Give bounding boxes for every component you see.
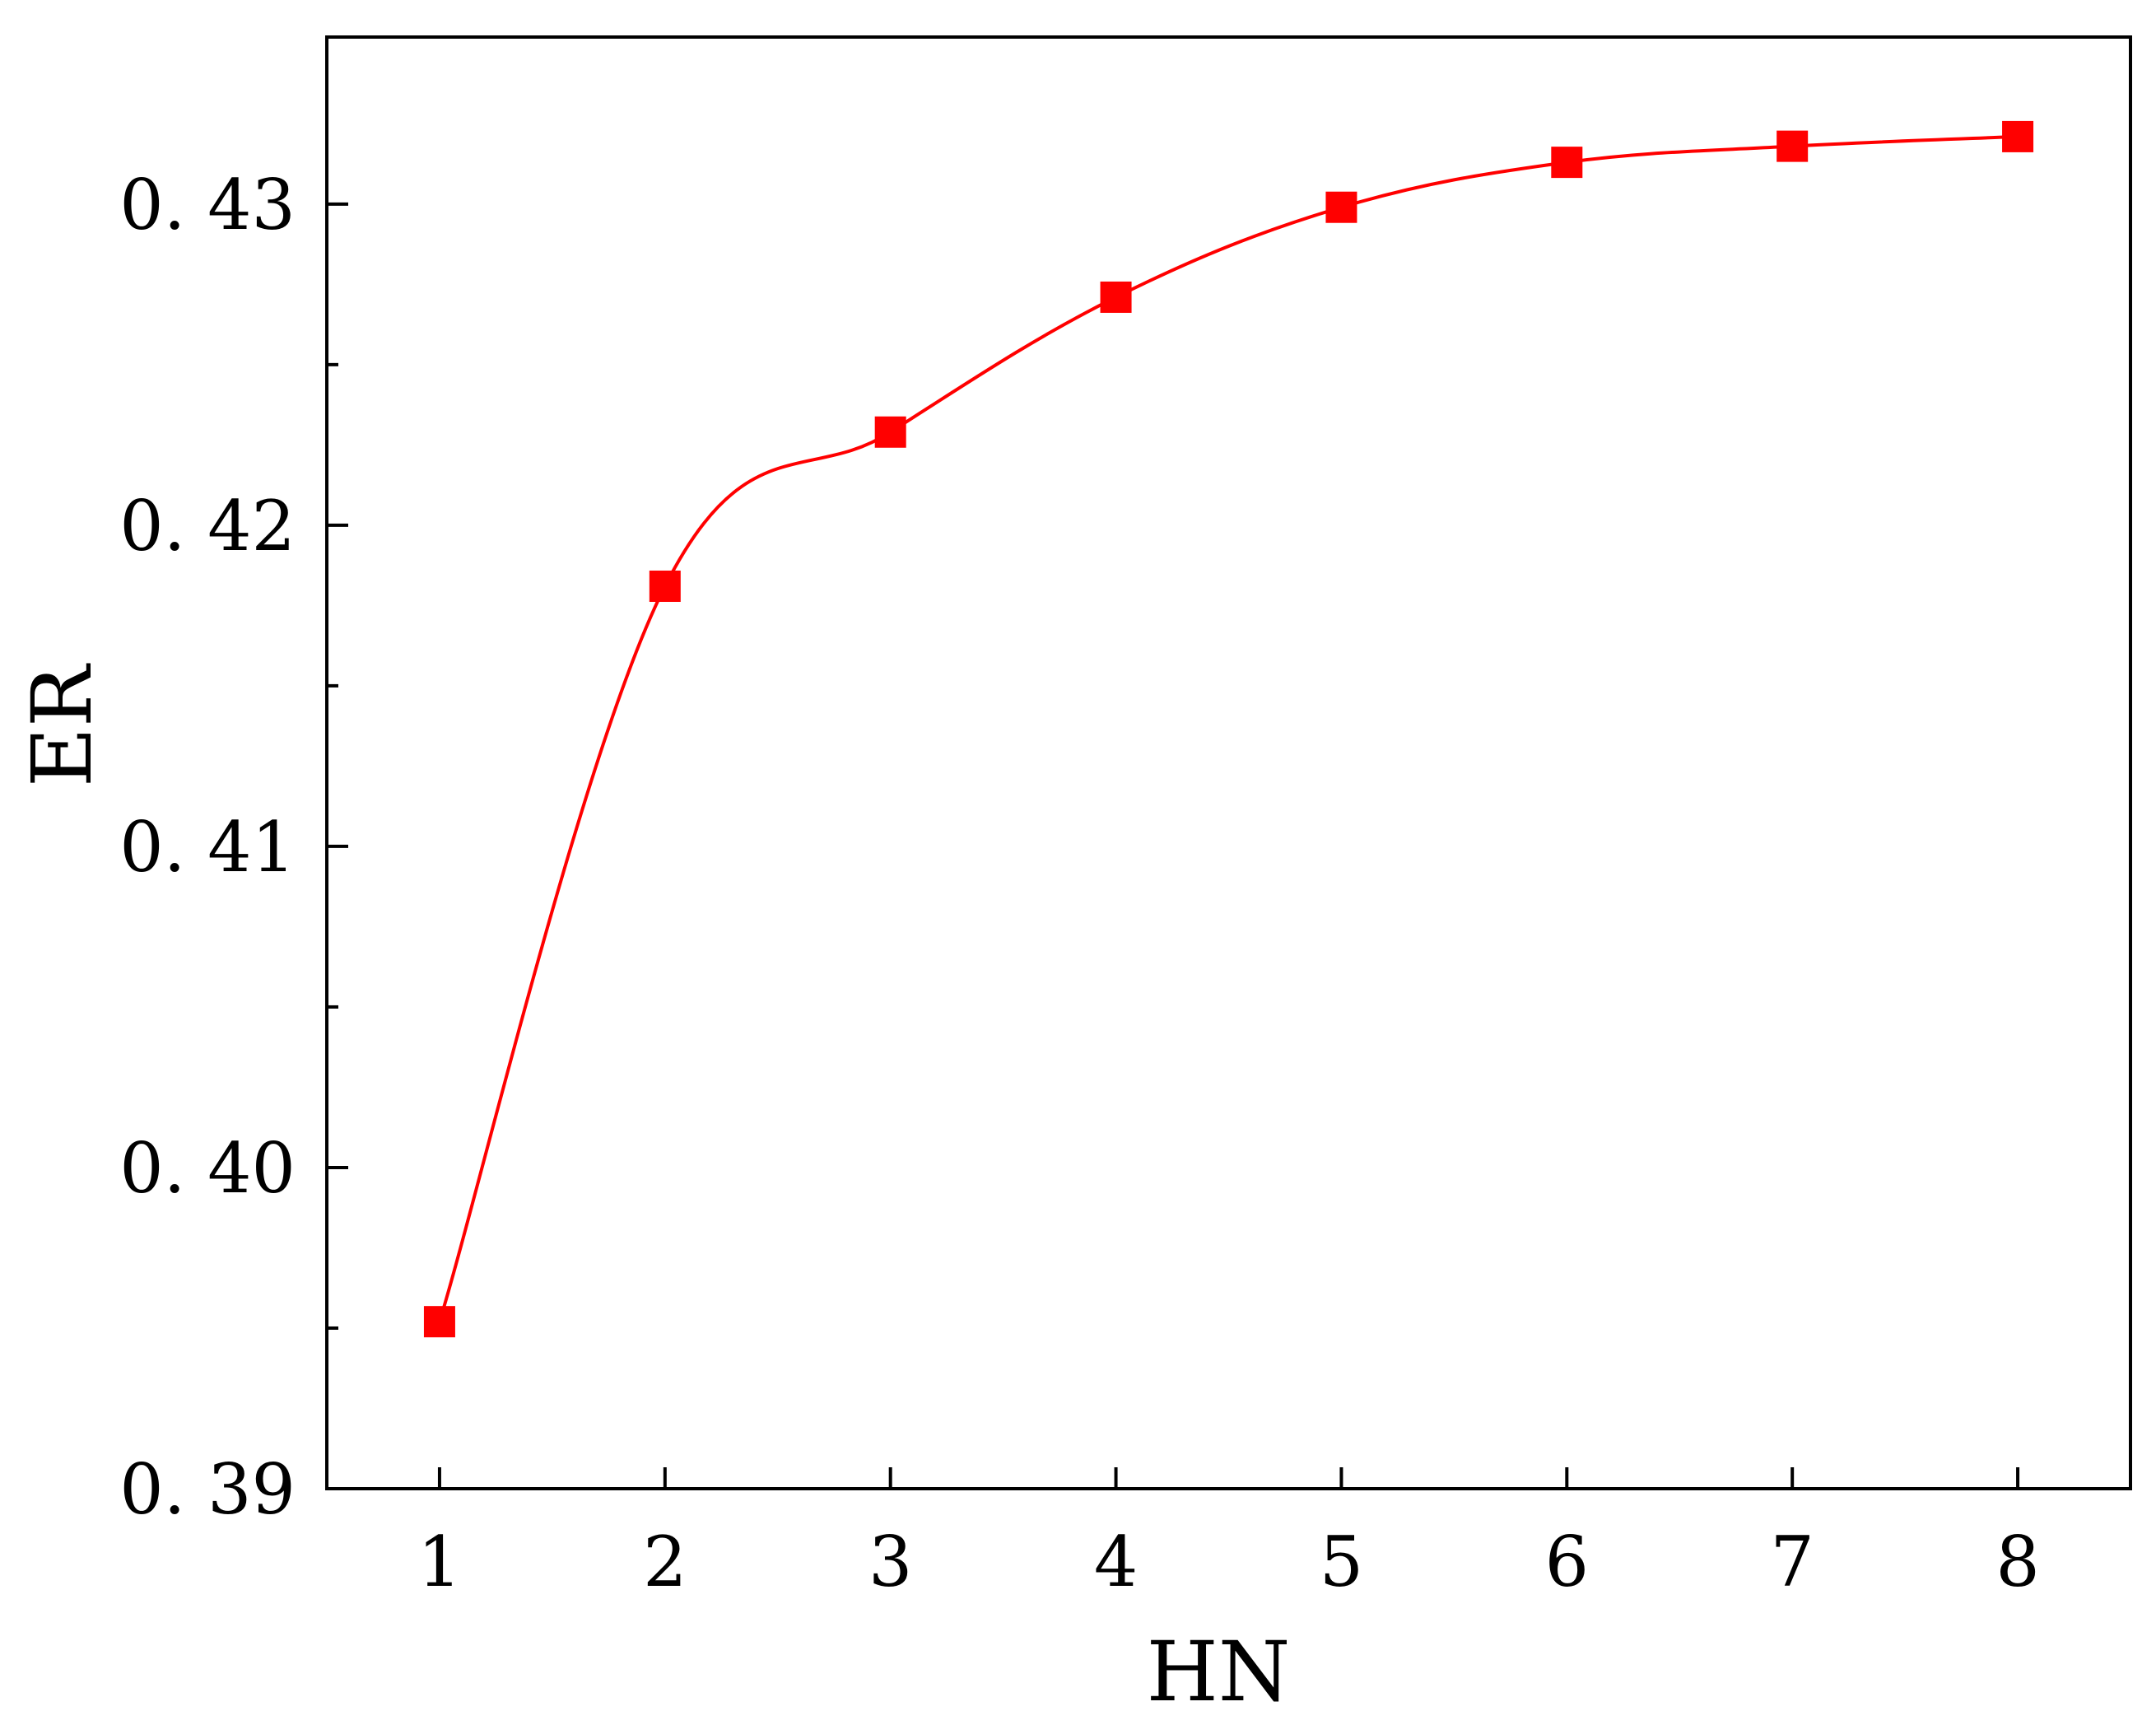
y-tick-label: 0. 41 — [119, 807, 296, 888]
x-tick-label: 5 — [1320, 1522, 1363, 1602]
y-tick-label: 0. 39 — [119, 1449, 296, 1530]
x-tick-label: 1 — [417, 1522, 461, 1602]
data-point-marker — [874, 416, 906, 448]
data-point-marker — [1776, 130, 1809, 162]
x-tick-label: 3 — [868, 1522, 912, 1602]
x-tick-label: 6 — [1545, 1522, 1589, 1602]
data-point-marker — [423, 1306, 455, 1338]
y-tick-label: 0. 43 — [119, 165, 296, 245]
series-line — [438, 134, 2019, 1322]
x-tick-label: 7 — [1770, 1522, 1814, 1602]
y-axis-ticks: 0. 39 0. 40 0. 41 0. 42 0. 43 — [119, 165, 348, 1530]
series-group — [423, 120, 2034, 1338]
data-point-marker — [2002, 120, 2034, 152]
data-point-marker — [1325, 191, 1357, 223]
x-axis-ticks: 1 2 3 4 5 6 7 8 — [417, 1467, 2040, 1602]
x-tick-label: 8 — [1995, 1522, 2039, 1602]
y-tick-label: 0. 40 — [119, 1128, 296, 1209]
data-point-marker — [1100, 281, 1132, 313]
x-tick-label: 2 — [643, 1522, 687, 1602]
x-axis-title: HN — [1147, 1624, 1291, 1720]
data-point-marker — [1551, 147, 1583, 179]
data-point-marker — [649, 570, 681, 602]
y-tick-label: 0. 42 — [119, 486, 296, 566]
x-tick-label: 4 — [1094, 1522, 1138, 1602]
plot-frame — [325, 35, 2132, 1490]
y-axis-title: ER — [14, 663, 110, 787]
